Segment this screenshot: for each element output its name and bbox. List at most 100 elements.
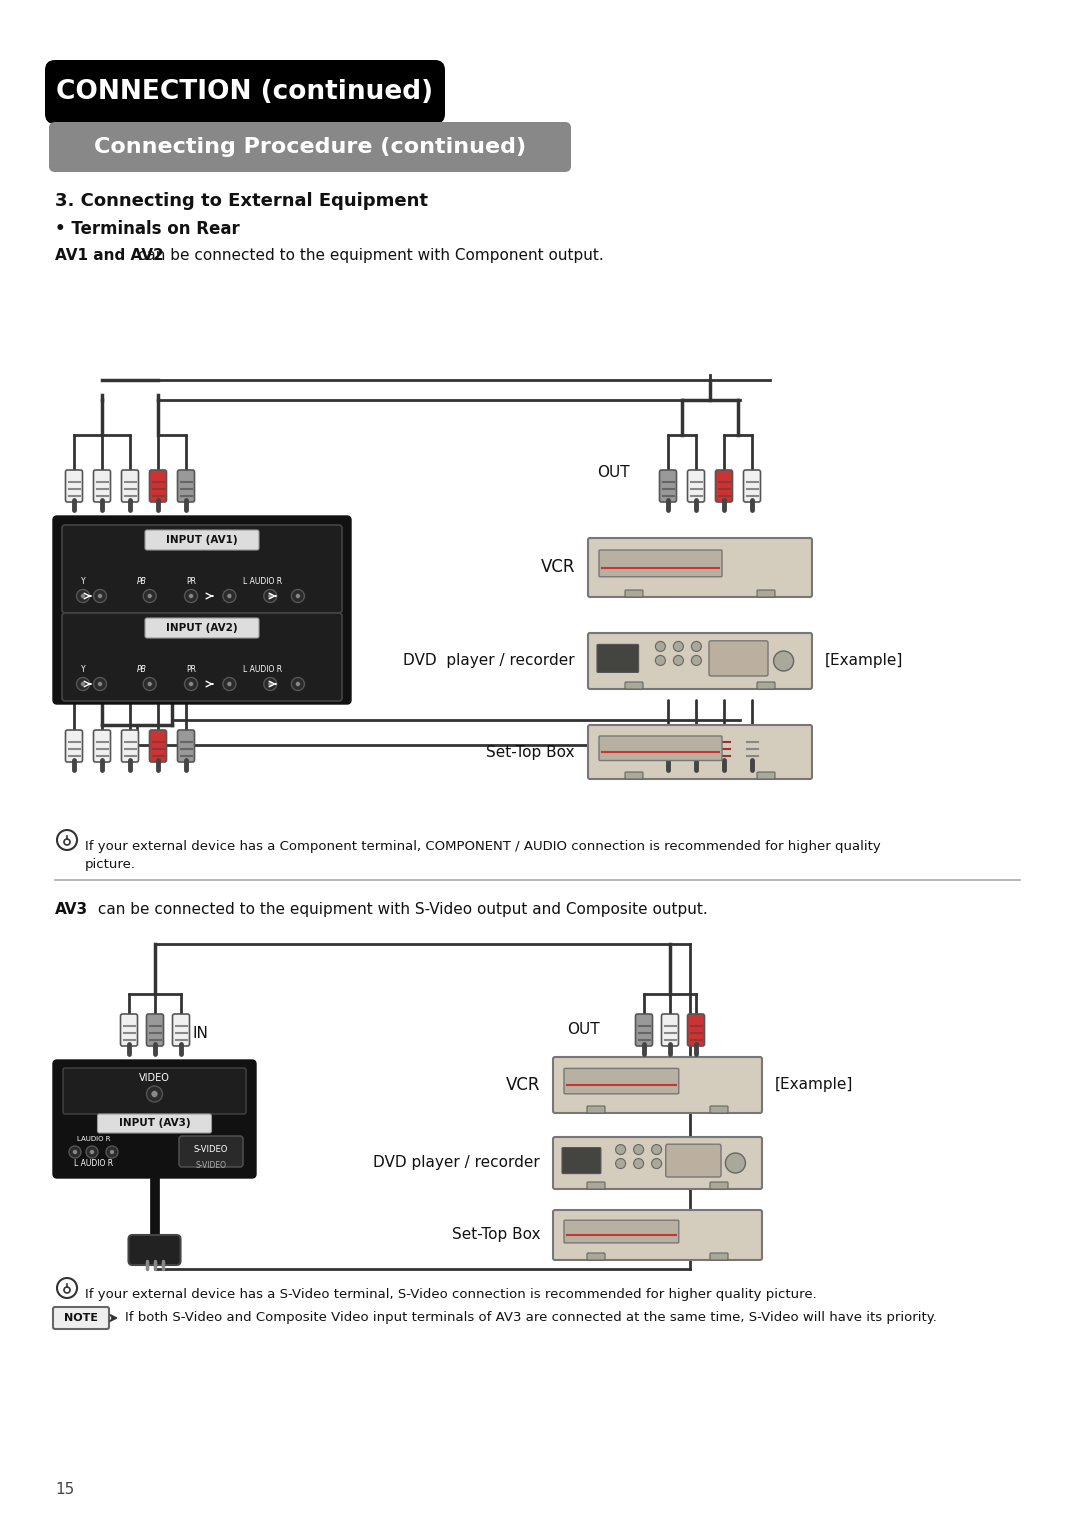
FancyBboxPatch shape xyxy=(757,681,775,689)
Circle shape xyxy=(674,642,684,651)
FancyBboxPatch shape xyxy=(147,1015,163,1047)
Circle shape xyxy=(616,1144,625,1155)
Circle shape xyxy=(97,593,103,599)
Text: PR: PR xyxy=(186,578,197,587)
Text: L AUDIO R: L AUDIO R xyxy=(243,578,282,587)
Circle shape xyxy=(81,681,85,686)
Circle shape xyxy=(189,681,193,686)
Text: [Example]: [Example] xyxy=(825,654,903,669)
FancyBboxPatch shape xyxy=(661,1015,678,1047)
Circle shape xyxy=(77,590,90,602)
FancyBboxPatch shape xyxy=(635,1015,652,1047)
Circle shape xyxy=(296,681,300,686)
Circle shape xyxy=(268,593,273,599)
FancyBboxPatch shape xyxy=(177,471,194,503)
FancyBboxPatch shape xyxy=(588,1106,605,1112)
Circle shape xyxy=(144,677,157,691)
FancyBboxPatch shape xyxy=(688,471,704,503)
Circle shape xyxy=(726,1154,745,1174)
Text: If your external device has a Component terminal, COMPONENT / AUDIO connection i: If your external device has a Component … xyxy=(85,840,881,871)
FancyBboxPatch shape xyxy=(45,60,445,124)
Circle shape xyxy=(222,677,235,691)
Circle shape xyxy=(651,1158,662,1169)
Circle shape xyxy=(227,593,232,599)
Text: VCR: VCR xyxy=(505,1076,540,1094)
Circle shape xyxy=(97,681,103,686)
FancyBboxPatch shape xyxy=(129,1235,180,1265)
FancyBboxPatch shape xyxy=(588,538,812,597)
Text: S-VIDEO: S-VIDEO xyxy=(195,1161,227,1170)
Circle shape xyxy=(147,681,152,686)
Circle shape xyxy=(656,656,665,665)
FancyBboxPatch shape xyxy=(599,736,723,761)
Text: INPUT (AV1): INPUT (AV1) xyxy=(166,535,238,545)
Text: L AUDIO R: L AUDIO R xyxy=(75,1160,113,1169)
Circle shape xyxy=(634,1144,644,1155)
Text: NOTE: NOTE xyxy=(64,1313,98,1323)
FancyBboxPatch shape xyxy=(715,471,732,503)
Circle shape xyxy=(72,1149,78,1155)
Circle shape xyxy=(616,1158,625,1169)
FancyBboxPatch shape xyxy=(715,730,732,762)
FancyBboxPatch shape xyxy=(743,471,760,503)
FancyBboxPatch shape xyxy=(553,1210,762,1261)
Circle shape xyxy=(656,642,665,651)
Circle shape xyxy=(296,593,300,599)
Text: [Example]: [Example] xyxy=(775,1077,853,1093)
Circle shape xyxy=(81,593,85,599)
Circle shape xyxy=(185,677,198,691)
FancyBboxPatch shape xyxy=(665,1144,721,1177)
Circle shape xyxy=(773,651,794,671)
FancyBboxPatch shape xyxy=(53,1306,109,1329)
Text: VIDEO: VIDEO xyxy=(139,1073,170,1083)
FancyBboxPatch shape xyxy=(757,590,775,597)
FancyBboxPatch shape xyxy=(173,1015,189,1047)
Text: DVD player / recorder: DVD player / recorder xyxy=(374,1155,540,1170)
Circle shape xyxy=(189,593,193,599)
Circle shape xyxy=(292,677,305,691)
Text: OUT: OUT xyxy=(567,1022,600,1036)
Text: Connecting Procedure (continued): Connecting Procedure (continued) xyxy=(94,138,526,157)
Text: 3. Connecting to External Equipment: 3. Connecting to External Equipment xyxy=(55,193,428,209)
FancyBboxPatch shape xyxy=(588,724,812,779)
Text: Y: Y xyxy=(81,578,85,587)
Text: CONNECTION (continued): CONNECTION (continued) xyxy=(56,79,433,105)
Circle shape xyxy=(292,590,305,602)
Circle shape xyxy=(147,1086,162,1102)
Circle shape xyxy=(77,677,90,691)
FancyBboxPatch shape xyxy=(588,1183,605,1189)
FancyBboxPatch shape xyxy=(660,730,676,762)
Circle shape xyxy=(227,681,232,686)
FancyBboxPatch shape xyxy=(743,730,760,762)
Text: VCR: VCR xyxy=(540,559,575,576)
FancyBboxPatch shape xyxy=(179,1135,243,1167)
Text: AV3: AV3 xyxy=(55,902,89,917)
Text: Set-Top Box: Set-Top Box xyxy=(451,1227,540,1242)
FancyBboxPatch shape xyxy=(588,1253,605,1261)
Circle shape xyxy=(268,681,273,686)
Circle shape xyxy=(144,590,157,602)
Text: 15: 15 xyxy=(55,1482,75,1497)
FancyBboxPatch shape xyxy=(625,681,643,689)
Circle shape xyxy=(634,1158,644,1169)
Circle shape xyxy=(69,1146,81,1158)
FancyBboxPatch shape xyxy=(121,730,138,762)
FancyBboxPatch shape xyxy=(625,772,643,779)
FancyBboxPatch shape xyxy=(688,730,704,762)
FancyBboxPatch shape xyxy=(710,1183,728,1189)
FancyBboxPatch shape xyxy=(708,640,768,675)
Circle shape xyxy=(151,1091,158,1097)
Text: Y: Y xyxy=(81,666,85,674)
FancyBboxPatch shape xyxy=(562,1148,600,1174)
Text: OUT: OUT xyxy=(597,465,630,480)
FancyBboxPatch shape xyxy=(710,1253,728,1261)
FancyBboxPatch shape xyxy=(97,1114,212,1132)
FancyBboxPatch shape xyxy=(62,526,342,613)
FancyBboxPatch shape xyxy=(660,471,676,503)
FancyBboxPatch shape xyxy=(145,617,259,639)
FancyBboxPatch shape xyxy=(63,1068,246,1114)
Text: can be connected to the equipment with Component output.: can be connected to the equipment with C… xyxy=(133,248,604,263)
Text: AV1 and AV2: AV1 and AV2 xyxy=(55,248,164,263)
Circle shape xyxy=(691,642,701,651)
FancyBboxPatch shape xyxy=(49,122,571,173)
